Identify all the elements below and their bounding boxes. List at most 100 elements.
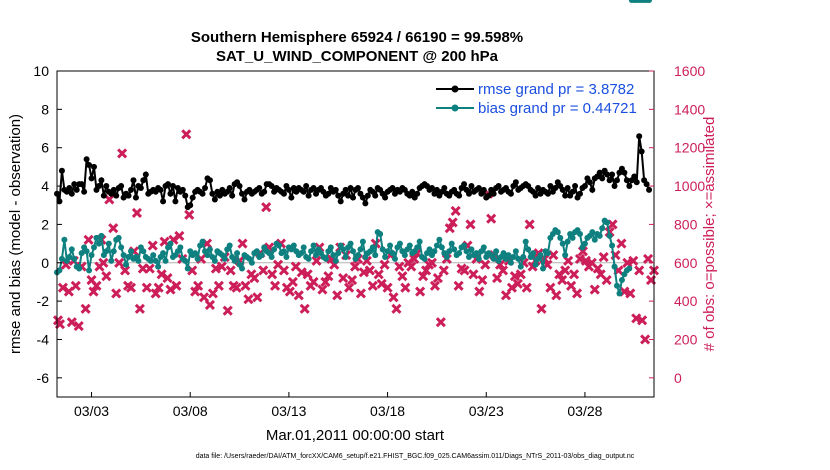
bias-point bbox=[322, 255, 329, 262]
obs-cross-stroke bbox=[388, 292, 399, 303]
rmse-point bbox=[303, 183, 310, 190]
obs-assimilated-point bbox=[174, 230, 185, 241]
obs-assimilated-point bbox=[400, 282, 411, 293]
obs-cross-stroke bbox=[80, 303, 91, 314]
rmse-point bbox=[382, 194, 389, 201]
bias-point bbox=[280, 248, 287, 255]
rmse-point bbox=[633, 179, 640, 186]
obs-assimilated-point bbox=[432, 273, 443, 284]
rmse-point bbox=[130, 177, 137, 184]
bias-point bbox=[221, 255, 228, 262]
obs-assimilated-point bbox=[500, 290, 512, 301]
obs-assimilated-point bbox=[111, 288, 122, 299]
rmse-point bbox=[586, 179, 593, 186]
footnote: data file: /Users/raeder/DAI/ATM_forcXX/… bbox=[196, 453, 635, 460]
rmse-point bbox=[239, 190, 246, 197]
obs-cross-stroke bbox=[637, 315, 648, 326]
rmse-point bbox=[631, 173, 638, 180]
chart-subtitle: SAT_U_WIND_COMPONENT @ 200 hPa bbox=[216, 48, 499, 65]
bias-point bbox=[414, 244, 421, 251]
obs-cross-stroke bbox=[243, 294, 254, 305]
obs-cross-stroke bbox=[509, 271, 520, 282]
rmse-point bbox=[125, 192, 132, 199]
obs-assimilated-point bbox=[477, 274, 488, 286]
obs-cross-stroke bbox=[134, 303, 145, 314]
bias-point bbox=[128, 248, 135, 255]
rmse-point bbox=[56, 198, 63, 205]
obs-assimilated-point bbox=[147, 240, 158, 251]
rmse-point bbox=[91, 163, 98, 170]
obs-cross-stroke bbox=[450, 205, 461, 217]
obs-cross-stroke bbox=[628, 255, 639, 266]
rmse-point bbox=[206, 177, 213, 184]
rmse-point bbox=[604, 171, 611, 178]
rmse-point bbox=[236, 183, 243, 190]
bias-point bbox=[206, 246, 213, 253]
obs-cross-stroke bbox=[545, 282, 556, 293]
obs-assimilated-point bbox=[171, 280, 182, 291]
bias-point bbox=[443, 254, 450, 261]
bias-point bbox=[493, 248, 500, 255]
y2-tick-label: 800 bbox=[674, 216, 698, 232]
bias-series bbox=[54, 0, 653, 297]
obs-cross-stroke bbox=[141, 282, 152, 293]
obs-assimilated-point bbox=[459, 265, 470, 276]
bias-point bbox=[626, 265, 633, 272]
rmse-point bbox=[581, 183, 588, 190]
bias-point bbox=[468, 246, 475, 253]
bias-point bbox=[147, 257, 154, 264]
obs-cross-stroke bbox=[480, 259, 491, 270]
obs-cross-stroke bbox=[521, 282, 532, 293]
bias-point bbox=[416, 238, 423, 245]
rmse-point bbox=[544, 190, 551, 197]
obs-assimilated-point bbox=[252, 292, 263, 303]
obs-assimilated-point bbox=[515, 269, 526, 280]
obs-cross-stroke bbox=[57, 282, 68, 293]
obs-assimilated-point bbox=[592, 263, 603, 274]
y2-axis-label: # of obs: o=possible; ×=assimilated bbox=[701, 117, 718, 352]
rmse-point bbox=[552, 184, 559, 191]
bias-point bbox=[396, 240, 403, 247]
rmse-point bbox=[81, 188, 88, 195]
bias-point bbox=[105, 240, 112, 247]
bias-point bbox=[613, 282, 620, 289]
obs-cross-stroke bbox=[438, 265, 449, 276]
obs-assimilated-point bbox=[311, 255, 322, 266]
rmse-point bbox=[409, 188, 416, 195]
obs-cross-stroke bbox=[332, 290, 343, 301]
bias-point bbox=[539, 265, 546, 272]
rmse-point bbox=[113, 192, 120, 199]
bias-point bbox=[369, 244, 376, 251]
bias-point bbox=[226, 242, 233, 249]
obs-cross-stroke bbox=[174, 230, 185, 241]
obs-cross-stroke bbox=[495, 259, 506, 270]
rmse-point bbox=[103, 183, 110, 190]
bias-point bbox=[389, 250, 396, 257]
rmse-point bbox=[169, 183, 176, 190]
obs-cross-stroke bbox=[622, 257, 633, 268]
bias-point bbox=[335, 250, 342, 257]
bias-point bbox=[290, 242, 297, 249]
obs-assimilated-point bbox=[426, 257, 438, 268]
y-tick-label: 10 bbox=[33, 63, 49, 79]
obs-cross-stroke bbox=[144, 263, 155, 274]
obs-cross-stroke bbox=[379, 259, 390, 270]
rmse-point bbox=[599, 175, 606, 182]
obs-assimilated-point bbox=[435, 317, 446, 328]
bias-point bbox=[505, 252, 512, 259]
rmse-point bbox=[613, 177, 620, 184]
rmse-point bbox=[241, 196, 248, 203]
rmse-point bbox=[572, 183, 579, 190]
bias-point bbox=[310, 242, 317, 249]
bias-point bbox=[554, 229, 561, 236]
obs-cross-stroke bbox=[557, 274, 568, 286]
obs-cross-stroke bbox=[261, 202, 272, 213]
bias-point bbox=[500, 250, 507, 257]
bias-point bbox=[347, 240, 354, 247]
rmse-point bbox=[564, 184, 571, 191]
bias-point bbox=[118, 244, 125, 251]
bias-point bbox=[456, 250, 463, 257]
rmse-point bbox=[261, 188, 268, 195]
obs-cross-stroke bbox=[515, 269, 526, 280]
bias-point bbox=[120, 252, 127, 259]
